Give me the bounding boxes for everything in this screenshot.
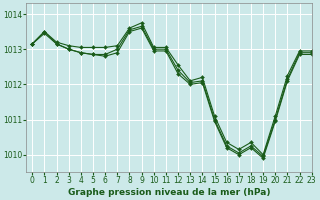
X-axis label: Graphe pression niveau de la mer (hPa): Graphe pression niveau de la mer (hPa): [68, 188, 270, 197]
